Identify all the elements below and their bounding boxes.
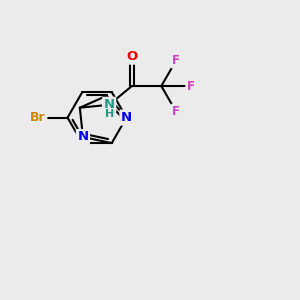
Text: F: F — [172, 54, 180, 67]
Text: Br: Br — [30, 111, 46, 124]
Text: N: N — [77, 130, 88, 143]
Text: H: H — [104, 109, 114, 119]
Text: N: N — [121, 111, 132, 124]
Text: F: F — [187, 80, 195, 93]
Text: N: N — [103, 98, 115, 111]
Text: F: F — [172, 105, 180, 118]
Text: O: O — [126, 50, 137, 63]
